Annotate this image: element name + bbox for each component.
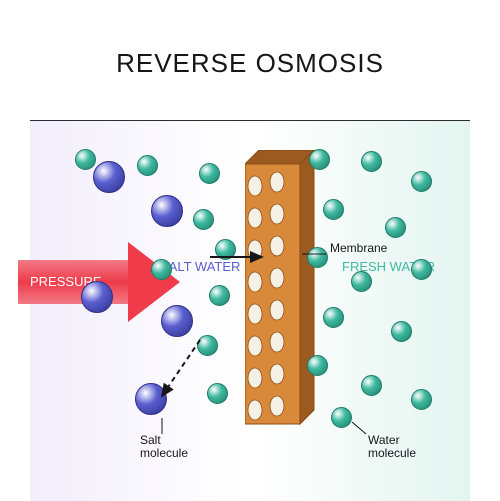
water-molecule [307,355,328,376]
salt-molecule [161,305,193,337]
salt-molecule [81,281,113,313]
water-molecule [137,155,158,176]
salt-molecule [151,195,183,227]
water-molecule [411,171,432,192]
water-molecule [151,259,172,280]
salt-molecule [93,161,125,193]
membrane [245,150,314,424]
membrane-callout-label: Membrane [330,242,387,255]
water-molecule [207,383,228,404]
water-molecule [411,259,432,280]
water-molecule [193,209,214,230]
water-molecule [307,247,328,268]
salt-callout-label: Salt molecule [140,434,188,460]
water-molecule [323,199,344,220]
water-callout-label: Water molecule [368,434,416,460]
water-molecule [411,389,432,410]
water-molecule [309,149,330,170]
water-molecule [331,407,352,428]
salt-molecule [135,383,167,415]
water-molecule [323,307,344,328]
water-molecule [75,149,96,170]
water-molecule [385,217,406,238]
water-molecule [197,335,218,356]
water-molecule [361,151,382,172]
water-molecule [199,163,220,184]
water-molecule [209,285,230,306]
water-molecule [215,239,236,260]
water-molecule [361,375,382,396]
diagram-title: REVERSE OSMOSIS [0,48,500,79]
water-molecule [351,271,372,292]
water-molecule [391,321,412,342]
